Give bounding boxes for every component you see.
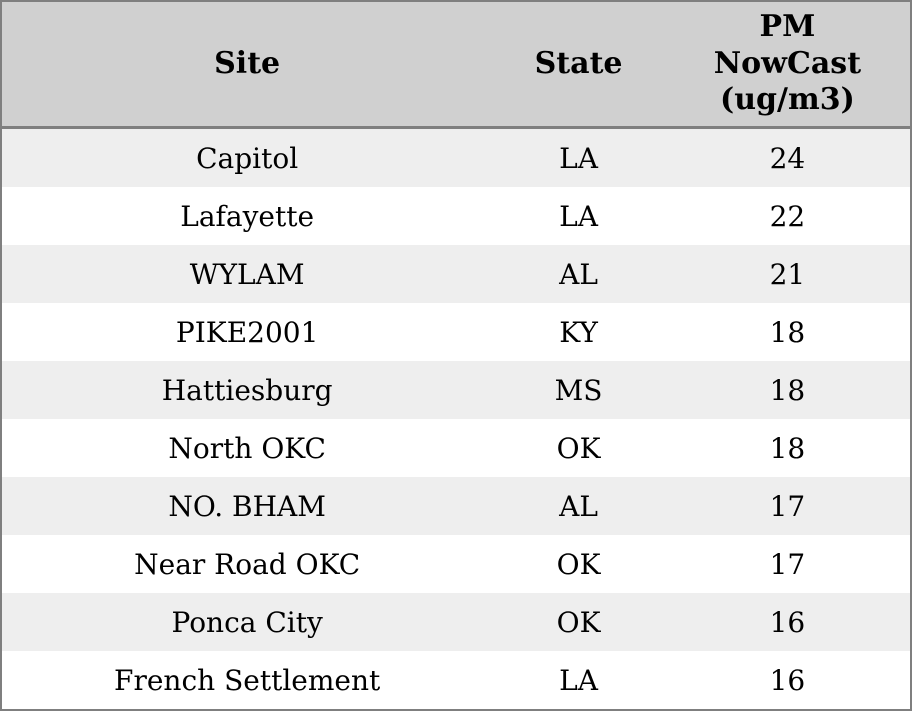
pm-value-cell: 17 bbox=[769, 489, 806, 523]
state-cell: LA bbox=[559, 141, 598, 175]
pm-value-cell: 16 bbox=[769, 663, 806, 697]
table-row: WYLAM AL 21 bbox=[2, 245, 910, 303]
table-body: Capitol LA 24 Lafayette LA 22 WYLAM AL 2… bbox=[2, 129, 910, 709]
state-cell: OK bbox=[556, 431, 601, 465]
column-header-site: Site bbox=[2, 2, 493, 129]
state-cell: MS bbox=[554, 373, 603, 407]
table-row: Hattiesburg MS 18 bbox=[2, 361, 910, 419]
column-header-state: State bbox=[492, 2, 665, 129]
table-row: North OKC OK 18 bbox=[2, 419, 910, 477]
state-cell: KY bbox=[559, 315, 598, 349]
site-cell: Near Road OKC bbox=[134, 547, 361, 581]
column-header-pm-nowcast: PM NowCast (ug/m3) bbox=[664, 2, 910, 129]
column-header-pm-nowcast-label: PM NowCast (ug/m3) bbox=[713, 9, 862, 118]
pm-value-cell: 18 bbox=[769, 373, 806, 407]
column-header-site-label: Site bbox=[214, 45, 281, 81]
pm-value-cell: 21 bbox=[769, 257, 806, 291]
site-cell: Hattiesburg bbox=[161, 373, 333, 407]
site-cell: French Settlement bbox=[114, 663, 381, 697]
state-cell: OK bbox=[556, 605, 601, 639]
site-cell: Capitol bbox=[196, 141, 299, 175]
state-cell: LA bbox=[559, 663, 598, 697]
state-cell: LA bbox=[559, 199, 598, 233]
table-header: Site State PM NowCast (ug/m3) bbox=[2, 2, 910, 129]
table-row: Capitol LA 24 bbox=[2, 129, 910, 187]
pm-value-cell: 22 bbox=[769, 199, 806, 233]
site-cell: Lafayette bbox=[180, 199, 315, 233]
pm-value-cell: 18 bbox=[769, 431, 806, 465]
state-cell: OK bbox=[556, 547, 601, 581]
table-row: Lafayette LA 22 bbox=[2, 187, 910, 245]
table-row: Ponca City OK 16 bbox=[2, 593, 910, 651]
pm-value-cell: 24 bbox=[769, 141, 806, 175]
header-row: Site State PM NowCast (ug/m3) bbox=[2, 2, 910, 129]
site-cell: North OKC bbox=[168, 431, 326, 465]
table-row: Near Road OKC OK 17 bbox=[2, 535, 910, 593]
pm-value-cell: 17 bbox=[769, 547, 806, 581]
site-cell: NO. BHAM bbox=[168, 489, 326, 523]
table-row: PIKE2001 KY 18 bbox=[2, 303, 910, 361]
site-cell: PIKE2001 bbox=[175, 315, 319, 349]
column-header-state-label: State bbox=[534, 45, 623, 81]
site-cell: Ponca City bbox=[171, 605, 323, 639]
pm-value-cell: 16 bbox=[769, 605, 806, 639]
table-row: NO. BHAM AL 17 bbox=[2, 477, 910, 535]
pm-value-cell: 18 bbox=[769, 315, 806, 349]
site-cell: WYLAM bbox=[189, 257, 305, 291]
state-cell: AL bbox=[559, 257, 598, 291]
table-row: French Settlement LA 16 bbox=[2, 651, 910, 709]
state-cell: AL bbox=[559, 489, 598, 523]
